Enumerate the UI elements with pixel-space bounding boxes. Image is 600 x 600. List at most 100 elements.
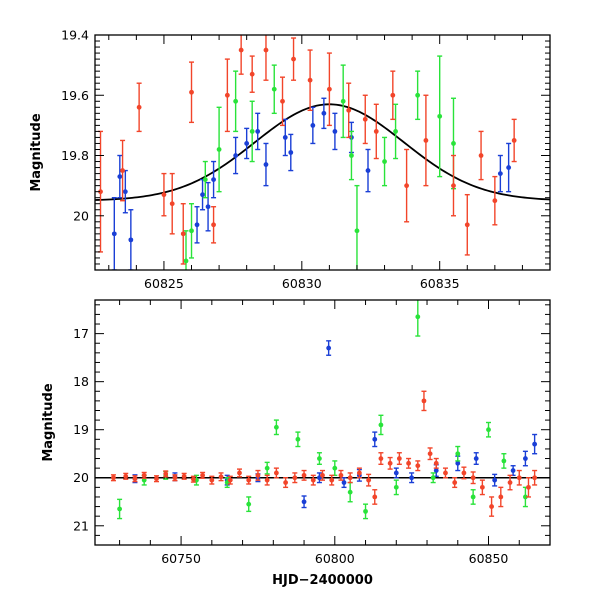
data-point xyxy=(366,473,372,487)
point-marker xyxy=(189,228,194,234)
point-marker xyxy=(211,177,216,183)
point-marker xyxy=(378,456,384,461)
data-point xyxy=(320,469,325,481)
point-marker xyxy=(526,484,531,490)
point-marker xyxy=(280,98,285,104)
point-marker xyxy=(430,475,436,481)
point-marker xyxy=(263,47,269,53)
point-marker xyxy=(154,476,159,482)
point-marker xyxy=(123,473,129,479)
point-marker xyxy=(172,475,178,481)
data-point xyxy=(510,465,516,477)
point-marker xyxy=(283,480,289,485)
point-marker xyxy=(415,463,421,469)
top-data-layer xyxy=(95,35,550,270)
point-marker xyxy=(200,192,205,198)
point-marker xyxy=(341,480,347,485)
point-marker xyxy=(470,475,476,481)
point-marker xyxy=(227,477,233,483)
data-point xyxy=(393,479,399,496)
point-marker xyxy=(264,465,270,471)
point-marker xyxy=(532,441,538,447)
point-marker xyxy=(390,92,396,98)
data-point xyxy=(404,148,410,223)
data-point xyxy=(110,474,116,482)
point-marker xyxy=(473,456,479,461)
data-point xyxy=(190,475,196,483)
data-point xyxy=(332,460,338,477)
y-tick-label: 20 xyxy=(73,470,89,485)
x-tick-label: 60800 xyxy=(315,551,355,566)
data-point xyxy=(516,469,522,486)
data-point xyxy=(511,118,517,163)
data-point xyxy=(111,196,117,270)
point-marker xyxy=(117,506,122,512)
data-point xyxy=(282,118,288,157)
series-2 xyxy=(110,390,538,517)
point-marker xyxy=(486,427,491,433)
data-point xyxy=(356,467,362,479)
data-point xyxy=(492,473,498,487)
point-marker xyxy=(470,494,476,500)
data-point xyxy=(464,193,470,256)
top-plot-frame xyxy=(94,34,551,271)
point-marker xyxy=(244,141,250,146)
data-point xyxy=(378,452,384,465)
data-point xyxy=(211,206,217,244)
point-marker xyxy=(249,71,255,77)
data-point xyxy=(153,475,159,483)
point-marker xyxy=(387,460,393,466)
data-point xyxy=(387,456,393,470)
point-marker xyxy=(478,153,484,158)
data-point xyxy=(427,447,433,461)
point-marker xyxy=(111,475,116,481)
point-marker xyxy=(340,98,346,104)
data-point xyxy=(172,474,178,482)
data-point xyxy=(329,474,335,486)
data-point xyxy=(301,495,307,509)
data-point xyxy=(507,474,513,491)
data-point xyxy=(452,477,458,489)
point-marker xyxy=(356,470,362,476)
point-marker xyxy=(372,494,378,500)
point-marker xyxy=(291,56,296,62)
point-marker xyxy=(320,472,325,478)
data-point xyxy=(479,479,485,496)
data-point xyxy=(307,49,313,112)
point-marker xyxy=(255,129,261,134)
y-tick-label: 19.8 xyxy=(61,148,89,163)
data-point xyxy=(273,467,279,479)
point-marker xyxy=(507,480,513,485)
point-marker xyxy=(492,477,498,483)
point-marker xyxy=(326,86,332,92)
point-marker xyxy=(362,116,368,122)
data-point xyxy=(169,172,175,235)
data-point xyxy=(470,489,476,505)
point-marker xyxy=(423,138,429,143)
point-marker xyxy=(249,129,255,134)
bottom-plot-frame xyxy=(94,299,551,546)
point-marker xyxy=(427,451,433,457)
point-marker xyxy=(117,174,123,180)
x-tick-label: 60750 xyxy=(161,551,201,566)
data-point xyxy=(354,184,360,270)
data-point xyxy=(301,469,307,481)
data-point xyxy=(316,452,322,465)
point-marker xyxy=(183,258,189,264)
data-point xyxy=(442,467,448,479)
data-point xyxy=(501,453,507,469)
point-marker xyxy=(98,189,103,195)
data-point xyxy=(310,474,316,486)
point-marker xyxy=(136,104,142,110)
point-marker xyxy=(233,153,239,158)
model-curve xyxy=(95,103,550,201)
point-marker xyxy=(349,153,354,158)
point-marker xyxy=(211,222,216,228)
data-point xyxy=(283,477,289,489)
point-marker xyxy=(329,477,335,483)
data-point xyxy=(136,82,142,133)
point-marker xyxy=(338,472,344,478)
data-point xyxy=(200,178,206,211)
data-point xyxy=(163,470,169,478)
data-point xyxy=(396,452,402,465)
